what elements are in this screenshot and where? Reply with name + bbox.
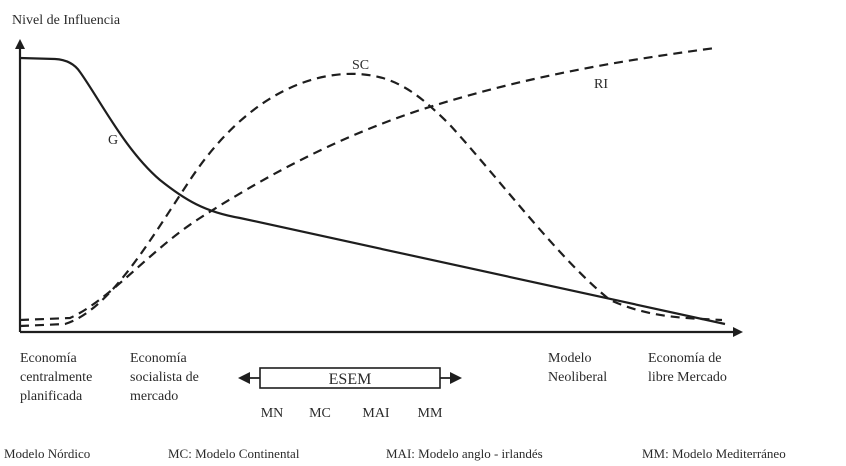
label-economia-planificada-line3: planificada [20, 389, 83, 404]
label-economia-planificada: Economía centralmente planificada [20, 351, 96, 404]
legend-mm: MM: Modelo Mediterráneo [642, 446, 786, 461]
esem-label: ESEM [329, 371, 372, 388]
esem-box [259, 367, 441, 389]
esem-arrow-right-head [450, 372, 462, 384]
curve-ri [19, 46, 716, 322]
curve-ri-label: RI [594, 77, 608, 92]
label-economia-libre-line1: Economía de [648, 351, 721, 366]
model-code-mai: MAI [362, 406, 390, 421]
label-economia-planificada-line1: Economía [20, 351, 78, 366]
curve-g [19, 56, 726, 326]
label-economia-planificada-line2: centralmente [20, 370, 92, 385]
label-modelo-neoliberal: Modelo Neoliberal [548, 351, 607, 385]
label-economia-socialista-line2: socialista de [130, 370, 199, 385]
curve-g-label: G [108, 133, 118, 148]
legend-mai: MAI: Modelo anglo - irlandés [386, 446, 543, 461]
label-economia-libre: Economía de libre Mercado [648, 351, 727, 385]
label-economia-socialista-line3: mercado [130, 389, 178, 404]
label-economia-socialista-line1: Economía [130, 351, 188, 366]
legend-mn: Modelo Nórdico [4, 446, 90, 461]
legend-mc: MC: Modelo Continental [168, 446, 300, 461]
label-modelo-neoliberal-line2: Neoliberal [548, 370, 607, 385]
esem-arrow-left-head [238, 372, 250, 384]
label-economia-libre-line2: libre Mercado [648, 370, 727, 385]
model-code-mn: MN [261, 406, 284, 421]
y-axis-label: Nivel de Influencia [12, 13, 121, 28]
model-code-mc: MC [309, 406, 331, 421]
label-economia-socialista: Economía socialista de mercado [130, 351, 202, 404]
model-code-mm: MM [418, 406, 443, 421]
curve-sc-label: SC [352, 58, 369, 73]
curve-sc [19, 72, 723, 328]
label-modelo-neoliberal-line1: Modelo [548, 351, 592, 366]
